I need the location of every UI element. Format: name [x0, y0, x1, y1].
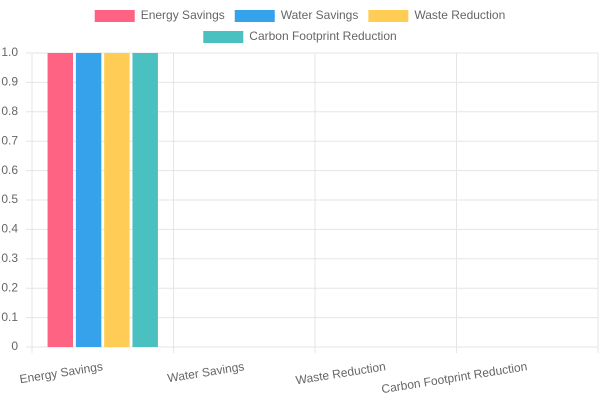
y-tick-label: 0.3: [1, 251, 18, 265]
y-tick-label: 0: [11, 339, 18, 353]
legend-label: Carbon Footprint Reduction: [249, 29, 396, 43]
legend-swatch: [94, 10, 135, 22]
legend-item: Carbon Footprint Reduction: [203, 29, 397, 43]
legend-swatch: [368, 10, 409, 22]
y-tick-label: 0.6: [1, 163, 18, 177]
x-tick-label: Carbon Footprint Reduction: [380, 359, 528, 396]
x-tick-label: Water Savings: [166, 359, 245, 385]
legend-item: Water Savings: [234, 8, 359, 22]
bar: [75, 53, 102, 347]
bar: [104, 53, 130, 347]
y-tick-label: 1.0: [1, 45, 18, 59]
legend-item: Energy Savings: [94, 8, 225, 22]
y-tick-label: 0.7: [1, 133, 18, 147]
y-tick-label: 0.2: [1, 280, 18, 294]
x-tick-label: Energy Savings: [19, 359, 104, 386]
y-tick-label: 0.4: [1, 222, 18, 236]
bar: [47, 53, 74, 347]
x-tick-label: Waste Reduction: [295, 359, 387, 387]
y-tick-label: 0.9: [1, 75, 18, 89]
legend-item: Waste Reduction: [368, 8, 505, 22]
legend-label: Waste Reduction: [414, 8, 505, 22]
y-tick-label: 0.1: [1, 310, 18, 324]
legend-swatch: [203, 31, 244, 43]
legend-label: Energy Savings: [141, 8, 225, 22]
y-tick-label: 0.8: [1, 104, 18, 118]
legend-label: Water Savings: [281, 8, 359, 22]
y-tick-label: 0.5: [1, 192, 18, 206]
bar: [132, 53, 158, 347]
legend-swatch: [234, 10, 275, 22]
